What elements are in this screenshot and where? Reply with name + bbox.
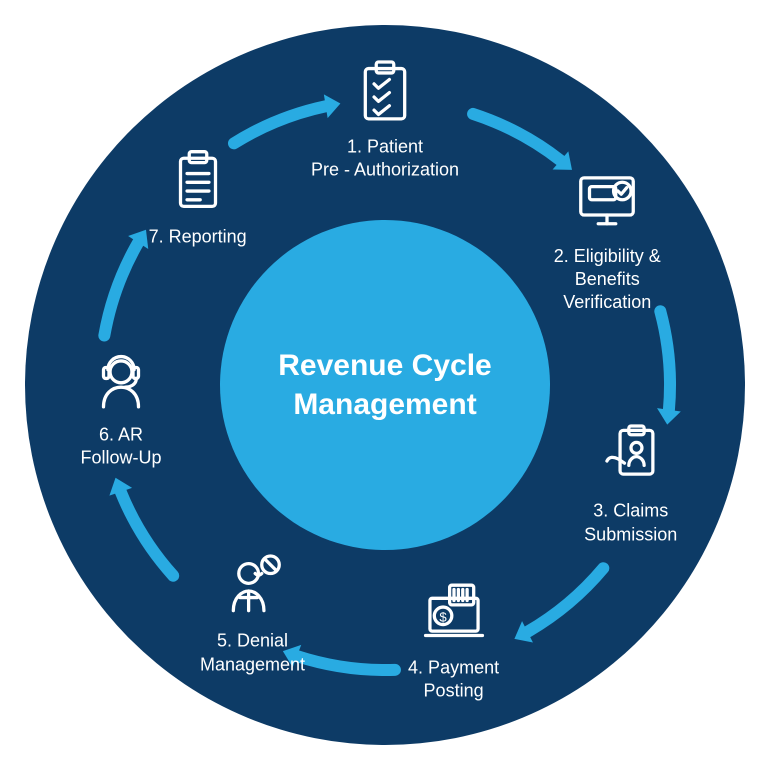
step-3-label: 3. ClaimsSubmission [584,500,677,547]
hand-clipboard-icon [596,422,666,492]
center-circle: Revenue Cycle Management [220,220,550,550]
step-1: 1. PatientPre - Authorization [305,58,465,183]
document-lines-icon [163,147,233,217]
monitor-check-icon [572,167,642,237]
center-title: Revenue Cycle Management [220,346,550,424]
svg-text:$: $ [439,609,447,624]
clipboard-check-icon [350,58,420,128]
step-7-label: 7. Reporting [149,225,247,248]
step-6-label: 6. ARFollow-Up [80,424,161,471]
step-3: 3. ClaimsSubmission [551,422,711,547]
headset-person-icon [86,346,156,416]
step-4-label: 4. PaymentPosting [408,657,499,704]
person-denied-icon [218,552,288,622]
step-7: 7. Reporting [118,147,278,248]
step-2: 2. Eligibility &BenefitsVerification [527,167,687,315]
step-1-label: 1. PatientPre - Authorization [311,136,459,183]
step-2-label: 2. Eligibility &BenefitsVerification [554,245,661,315]
step-5-label: 5. DenialManagement [200,630,305,677]
step-5: 5. DenialManagement [173,552,333,677]
laptop-dollar-icon: $ [419,579,489,649]
step-4: $ 4. PaymentPosting [374,579,534,704]
step-6: 6. ARFollow-Up [41,346,201,471]
cycle-diagram: Revenue Cycle Management 1. PatientPre -… [25,25,745,745]
